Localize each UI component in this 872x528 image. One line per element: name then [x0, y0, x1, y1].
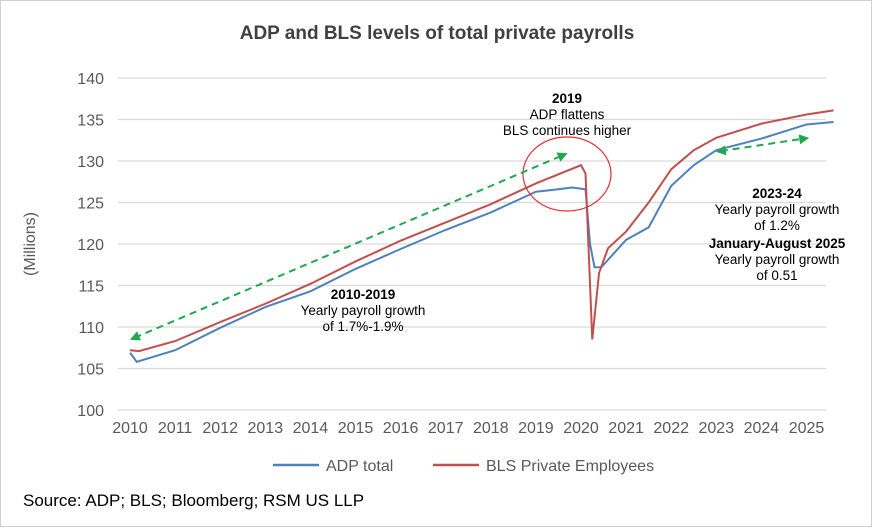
source-note: Source: ADP; BLS; Bloomberg; RSM US LLP [23, 491, 365, 510]
highlight-circle [522, 136, 612, 212]
trend-arrow-2010-2019 [129, 152, 568, 341]
annotation-title: January-August 2025 [709, 236, 846, 251]
y-tick-label: 125 [77, 196, 104, 213]
x-tick-label: 2016 [383, 420, 419, 437]
x-tick-label: 2021 [608, 420, 644, 437]
y-tick-label: 135 [77, 113, 104, 130]
chart-title: ADP and BLS levels of total private payr… [239, 23, 635, 44]
y-tick-label: 120 [77, 237, 104, 254]
x-tick-label: 2013 [248, 420, 284, 437]
y-tick-label: 140 [77, 71, 104, 88]
annotation-text: BLS continues higher [503, 123, 632, 138]
x-tick-label: 2023 [699, 420, 735, 437]
y-tick-label: 130 [77, 154, 104, 171]
y-tick-label: 115 [78, 279, 104, 296]
x-tick-label: 2022 [653, 420, 689, 437]
annotation-text: of 0.51 [756, 268, 797, 283]
annotation-text: of 1.2% [754, 218, 800, 233]
legend-label-adp: ADP total [326, 458, 393, 475]
x-tick-label: 2010 [112, 420, 148, 437]
annotation-text: Yearly payroll growth [715, 252, 840, 267]
y-tick-label: 110 [78, 320, 104, 337]
annotation-text: of 1.7%-1.9% [322, 319, 403, 334]
x-tick-label: 2015 [338, 420, 374, 437]
x-tick-label: 2024 [744, 420, 780, 437]
legend-label-bls: BLS Private Employees [486, 458, 654, 475]
annotation-title: 2023-24 [752, 186, 802, 201]
trend-arrow-2023-24 [715, 134, 810, 156]
annotation-title: 2019 [552, 91, 582, 106]
x-tick-label: 2018 [473, 420, 509, 437]
y-axis-label: (Millions) [22, 212, 39, 276]
x-tick-label: 2012 [202, 420, 238, 437]
x-tick-label: 2019 [518, 420, 554, 437]
x-tick-label: 2017 [428, 420, 464, 437]
x-tick-label: 2025 [789, 420, 825, 437]
annotation-title: 2010-2019 [331, 287, 396, 302]
annotation-text: ADP flattens [530, 107, 605, 122]
y-tick-label: 100 [77, 403, 104, 420]
x-tick-label: 2020 [563, 420, 599, 437]
x-tick-label: 2011 [158, 420, 193, 437]
x-tick-label: 2014 [293, 420, 329, 437]
y-tick-label: 105 [77, 362, 104, 379]
annotation-text: Yearly payroll growth [715, 202, 840, 217]
annotation-text: Yearly payroll growth [301, 303, 426, 318]
